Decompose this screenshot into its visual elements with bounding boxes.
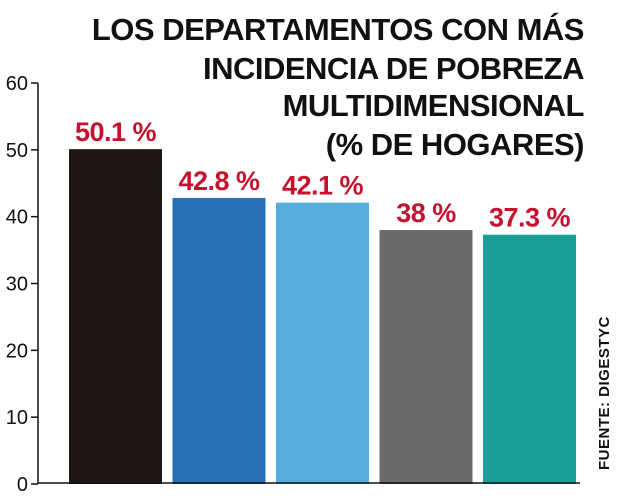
bar-5 [483,234,576,484]
y-tick-label: 10 [6,407,28,429]
bar-4 [379,230,473,484]
bar-1 [69,149,162,485]
y-tick-label: 30 [6,274,28,296]
y-tick-label: 20 [6,340,28,362]
chart-title-line-2: INCIDENCIA DE POBREZA [203,51,584,86]
value-label-4: 38 % [396,198,456,228]
y-tick-label: 60 [6,73,28,95]
chart-title-line-1: LOS DEPARTAMENTOS CON MÁS [92,12,584,47]
value-label-1: 50.1 % [75,117,157,147]
bars [69,149,576,485]
y-tick-label: 40 [6,207,28,229]
source-label: FUENTE: DIGESTYC [596,316,613,470]
bar-2 [172,197,266,484]
value-label-3: 42.1 % [282,171,364,201]
y-axis-ticks: 0 10 20 30 40 50 60 [6,73,38,496]
y-tick-label: 0 [17,474,28,496]
bar-3 [276,202,369,485]
chart-title-line-3: MULTIDIMENSIONAL [283,88,584,123]
y-tick-label: 50 [6,140,28,162]
value-labels: 50.1 % 42.8 % 42.1 % 38 % 37.3 % [75,117,571,233]
chart-title: LOS DEPARTAMENTOS CON MÁS INCIDENCIA DE … [92,12,585,162]
value-label-2: 42.8 % [178,166,260,196]
value-label-5: 37.3 % [489,203,571,233]
chart-title-line-4: (% DE HOGARES) [326,127,584,162]
